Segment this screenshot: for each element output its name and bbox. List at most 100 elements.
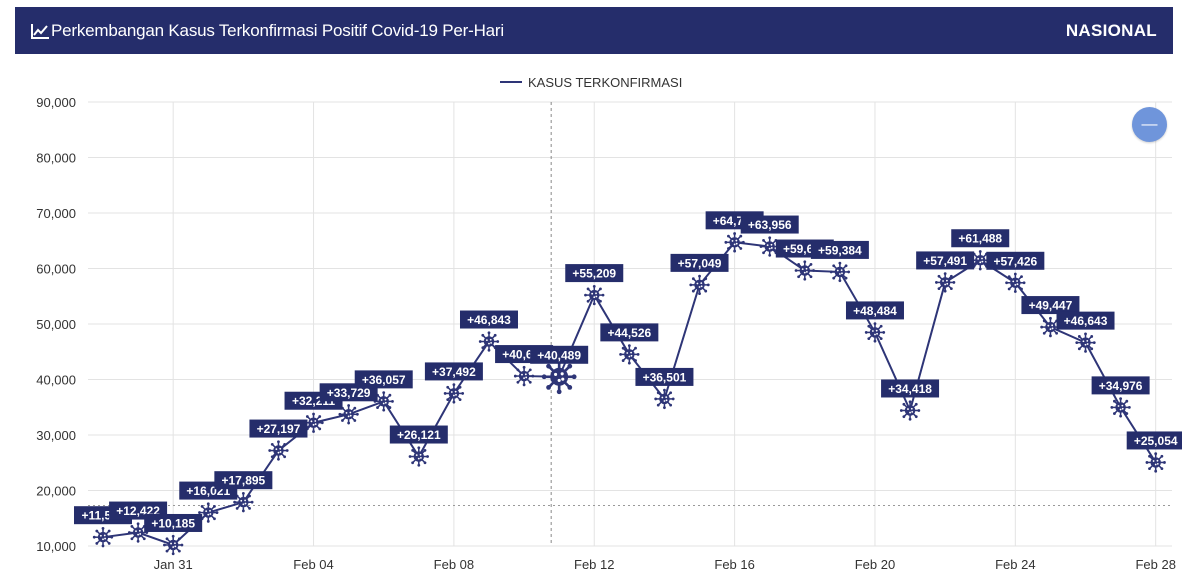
data-label: +25,054 [1134, 434, 1178, 448]
minus-icon: — [1141, 115, 1158, 133]
y-tick-label: 40,000 [36, 373, 76, 388]
data-label-bg [459, 310, 518, 329]
data-label: +36,057 [362, 373, 406, 387]
data-point[interactable] [935, 272, 956, 293]
chart-area: 10,000 20,000 30,000 40,000 50,000 60,000 70,0… [0, 60, 1182, 579]
data-label-bg [951, 229, 1010, 248]
data-label-bg [565, 264, 624, 283]
data-label: +48,484 [853, 304, 897, 318]
x-tick-label: Feb 12 [574, 557, 614, 572]
data-point[interactable] [794, 260, 815, 281]
data-label-bg [635, 367, 694, 386]
data-point[interactable] [373, 391, 394, 412]
y-tick-label: 20,000 [36, 484, 76, 499]
data-label-bg [810, 240, 869, 259]
line-chart: 10,000 20,000 30,000 40,000 50,000 60,000 70,0… [36, 75, 1182, 572]
x-tick-label: Feb 28 [1135, 557, 1175, 572]
region-label: NASIONAL [1065, 20, 1157, 40]
data-label-bg [424, 362, 483, 381]
data-label-bg [1126, 431, 1182, 450]
y-tick-label: 30,000 [36, 428, 76, 443]
data-point[interactable] [899, 400, 921, 421]
data-label-bg [1056, 311, 1115, 330]
data-label-bg [986, 251, 1045, 270]
data-label: +46,843 [467, 313, 511, 327]
data-label-bg [881, 379, 940, 398]
data-label: +27,197 [257, 422, 301, 436]
header-title-group: Perkembangan Kasus Terkonfirmasi Positif… [31, 21, 504, 41]
data-label: +26,121 [397, 428, 441, 442]
y-tick-label: 70,000 [36, 206, 76, 221]
data-label-bg [249, 419, 308, 438]
data-point[interactable] [541, 359, 577, 395]
data-label: +17,895 [222, 474, 266, 488]
x-tick-label: Feb 16 [714, 557, 754, 572]
data-label-bg [214, 471, 273, 490]
data-label-bg [389, 425, 448, 444]
data-label-bg [1021, 296, 1080, 315]
data-label: +44,526 [607, 326, 651, 340]
data-label: +46,643 [1064, 314, 1108, 328]
data-label: +57,426 [993, 254, 1037, 268]
data-label-bg [740, 215, 799, 234]
data-point[interactable] [513, 365, 535, 387]
data-label: +36,501 [643, 370, 687, 384]
series-line [102, 241, 1157, 547]
data-point[interactable] [443, 383, 465, 404]
x-tick-label: Jan 31 [154, 557, 193, 572]
zoom-reset-button[interactable]: — [1132, 107, 1167, 142]
page-title: Perkembangan Kasus Terkonfirmasi Positif… [51, 20, 504, 40]
x-tick-label: Feb 08 [434, 557, 474, 572]
data-label-bg [916, 251, 975, 270]
data-point[interactable] [163, 534, 184, 556]
data-point[interactable] [1075, 332, 1096, 353]
data-label-bg [670, 253, 729, 272]
data-label: +33,729 [327, 386, 371, 400]
data-point[interactable] [1005, 272, 1026, 293]
data-label: +34,418 [888, 382, 932, 396]
data-label: +40,489 [537, 348, 581, 362]
x-tick-label: Feb 04 [293, 557, 333, 572]
data-point[interactable] [127, 522, 149, 543]
data-label-bg [530, 345, 589, 364]
data-label: +34,976 [1099, 379, 1143, 393]
y-tick-label: 50,000 [36, 317, 76, 332]
data-point[interactable] [619, 344, 640, 365]
chart-header: Perkembangan Kasus Terkonfirmasi Positif… [15, 7, 1173, 54]
y-tick-label: 90,000 [36, 95, 76, 110]
data-point[interactable] [478, 331, 500, 352]
data-label: +57,491 [923, 254, 967, 268]
data-point[interactable] [408, 446, 429, 467]
data-point[interactable] [654, 388, 675, 410]
data-point[interactable] [584, 284, 605, 306]
data-point[interactable] [829, 261, 851, 283]
data-label: +10,185 [151, 516, 195, 530]
data-label-bg [354, 370, 413, 389]
y-tick-label: 80,000 [36, 151, 76, 166]
data-point[interactable] [1145, 452, 1166, 473]
data-point[interactable] [268, 440, 289, 461]
x-tick-label: Feb 24 [995, 557, 1035, 572]
data-label-bg [600, 323, 659, 342]
legend-label[interactable]: KASUS TERKONFIRMASI [528, 75, 682, 90]
y-tick-label: 60,000 [36, 262, 76, 277]
y-tick-label: 10,000 [36, 539, 76, 554]
data-point[interactable] [864, 322, 886, 343]
data-point[interactable] [1110, 397, 1131, 418]
data-point[interactable] [233, 492, 254, 513]
data-label: +61,488 [958, 232, 1002, 246]
data-label: +37,492 [432, 365, 476, 379]
data-point[interactable] [724, 232, 745, 253]
line-chart-icon [31, 23, 50, 39]
data-label: +63,956 [748, 218, 792, 232]
data-label-bg [1091, 376, 1150, 395]
x-tick-label: Feb 20 [855, 557, 895, 572]
data-label: +55,209 [572, 267, 616, 281]
data-point[interactable] [92, 527, 114, 548]
data-label-bg [845, 301, 904, 320]
data-label-bg [144, 513, 203, 532]
data-point[interactable] [689, 274, 710, 296]
data-label: +57,049 [678, 256, 722, 270]
data-label: +59,384 [818, 243, 862, 257]
data-label: +49,447 [1029, 299, 1073, 313]
